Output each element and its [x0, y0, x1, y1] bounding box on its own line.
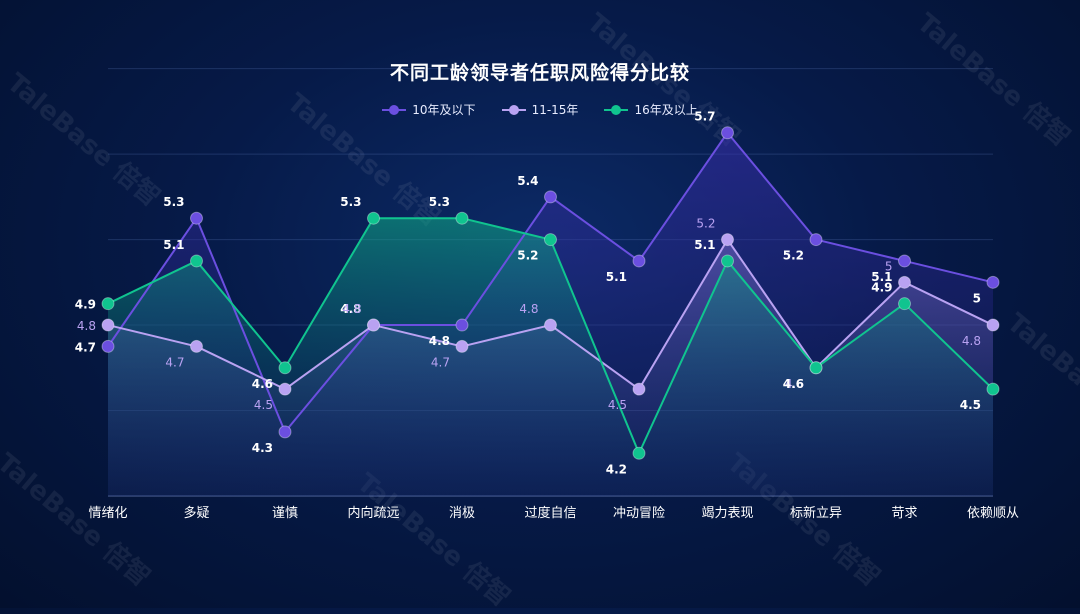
legend-marker [501, 104, 526, 115]
x-tick-label: 竭力表现 [701, 506, 753, 521]
legend-dot [611, 104, 622, 115]
legend-label: 11-15年 [531, 103, 579, 117]
series-2-data-label: 4.6 [783, 377, 804, 391]
series-2-point [986, 382, 1000, 396]
x-tick-label: 谨慎 [272, 506, 298, 521]
series-0-data-label: 4.8 [429, 334, 450, 348]
legend-item-series-2[interactable]: 16年及以上 [604, 101, 698, 118]
series-0-point [190, 211, 203, 225]
series-1-point [544, 318, 557, 332]
legend-label: 10年及以下 [412, 103, 476, 117]
series-2-data-label: 5.3 [340, 195, 361, 209]
series-1-data-label: 4.7 [165, 355, 184, 369]
legend-marker [604, 104, 629, 115]
series-0-data-label: 5 [973, 291, 981, 305]
chart-title: 不同工龄领导者任职风险得分比较 [389, 62, 690, 84]
series-0-data-label: 5.7 [694, 110, 715, 124]
series-2-point [721, 254, 734, 268]
legend-item-series-0[interactable]: 10年及以下 [382, 101, 476, 118]
series-0-point [632, 254, 646, 268]
series-1-point [721, 233, 734, 247]
series-1-point [455, 339, 469, 353]
series-0-point [101, 339, 115, 353]
series-2-point [809, 361, 823, 375]
series-1-point [367, 318, 380, 332]
series-2-data-label: 5.1 [694, 238, 715, 252]
series-2-data-label: 4.5 [960, 398, 981, 412]
series-1-point [632, 382, 646, 396]
legend: 10年及以下 11-15年 16年及以上 [0, 101, 1080, 118]
series-2-data-label: 5.1 [163, 238, 184, 252]
series-1-point [898, 275, 911, 289]
series-0-data-label: 5.3 [163, 195, 184, 209]
series-0-point [544, 190, 557, 204]
series-1-data-label: 4.8 [519, 302, 538, 316]
series-0-data-label: 4.7 [75, 340, 96, 354]
series-2-point [101, 297, 115, 311]
x-tick-label: 标新立异 [790, 505, 842, 521]
series-0-data-label: 5.4 [517, 174, 538, 188]
series-1-data-label: 4.5 [608, 398, 627, 412]
series-1-data-label: 5 [885, 259, 893, 273]
series-2-data-label: 4.9 [75, 298, 96, 312]
series-2-point [190, 254, 203, 268]
x-tick-label: 消极 [449, 506, 475, 521]
series-2-data-label: 4.9 [871, 281, 892, 295]
series-0-point [455, 318, 469, 332]
series-0-data-label: 4.8 [340, 302, 361, 316]
series-1-data-label: 4.6 [785, 377, 804, 391]
series-1-point [278, 382, 292, 396]
series-2-point [544, 233, 557, 247]
legend-dot [389, 104, 400, 115]
series-1-data-label: 5.2 [696, 217, 715, 231]
x-tick-label: 内向疏远 [347, 505, 399, 521]
series-1-point [101, 318, 115, 332]
legend-item-series-1[interactable]: 11-15年 [501, 101, 579, 118]
legend-dot [508, 104, 519, 115]
series-1-data-label: 4.5 [254, 398, 273, 412]
x-tick-label: 情绪化 [88, 506, 127, 521]
series-2-point [278, 361, 292, 375]
series-0-point [898, 254, 911, 268]
series-2-point [898, 297, 911, 311]
series-1-data-label: 4.8 [962, 334, 981, 348]
series-2-data-label: 4.6 [252, 377, 273, 391]
x-tick-label: 多疑 [183, 505, 209, 521]
series-1-point [190, 339, 203, 353]
x-tick-label: 过度自信 [524, 505, 576, 521]
legend-label: 16年及以上 [634, 103, 698, 117]
x-tick-label: 依赖顺从 [967, 506, 1019, 521]
series-0-point [721, 126, 734, 140]
series-2-point [455, 211, 469, 225]
series-2-data-label: 5.2 [517, 249, 538, 263]
legend-marker [382, 104, 407, 115]
series-0-data-label: 4.3 [252, 441, 273, 455]
series-1-point [986, 318, 1000, 332]
series-0-data-label: 5.1 [871, 270, 892, 284]
series-0-point [809, 233, 823, 247]
series-0-data-label: 5.2 [783, 249, 804, 263]
series-2-data-label: 5.3 [429, 195, 450, 209]
series-1-data-label: 4.7 [431, 355, 450, 369]
series-2-data-label: 4.2 [606, 462, 627, 476]
series-1-data-label: 4.8 [342, 302, 361, 316]
series-2-point [367, 211, 380, 225]
x-tick-label: 冲动冒险 [613, 506, 665, 521]
series-0-point [278, 425, 292, 439]
series-0-point [986, 275, 1000, 289]
series-2-point [632, 446, 646, 460]
x-tick-label: 苛求 [891, 506, 917, 521]
series-1-data-label: 4.8 [77, 319, 96, 333]
series-0-data-label: 5.1 [606, 270, 627, 284]
series-area-2 [108, 218, 993, 497]
